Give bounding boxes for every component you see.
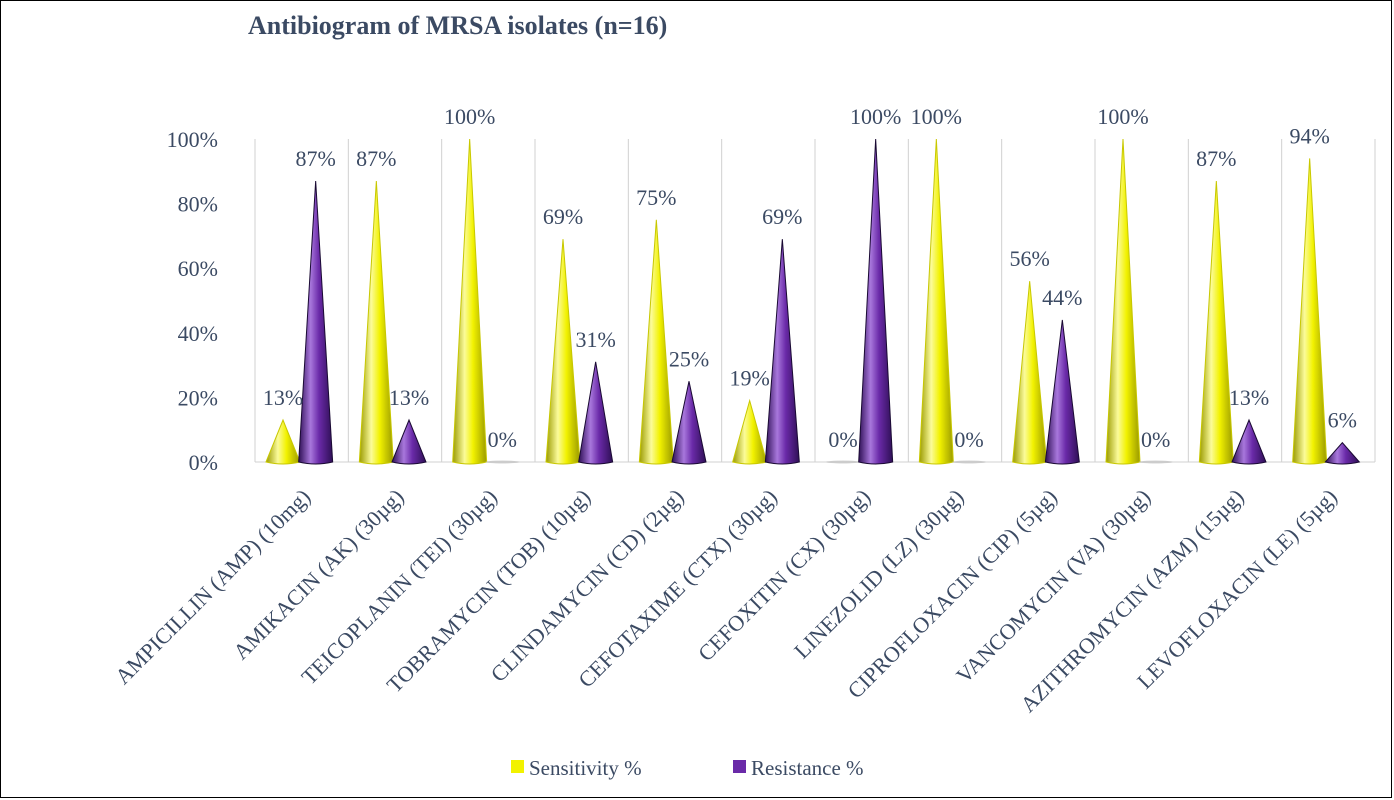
sensitivity-data-label: 87% [1196, 146, 1236, 171]
resistance-data-label: 0% [954, 427, 983, 452]
sensitivity-data-label: 19% [730, 366, 770, 391]
bars [265, 138, 1361, 465]
resistance-bar [578, 361, 614, 465]
legend-label-resistance: Resistance % [751, 756, 864, 780]
resistance-data-label: 13% [1229, 385, 1269, 410]
legend-swatch-resistance [733, 760, 746, 773]
sensitivity-data-label: 56% [1010, 246, 1050, 271]
resistance-data-label: 44% [1042, 285, 1082, 310]
legend-label-sensitivity: Sensitivity % [529, 756, 642, 780]
x-category-label: LEVOFLOXACIN (LE) (5µg) [1132, 484, 1342, 694]
resistance-bar [764, 239, 800, 465]
x-category-label: CLINDAMYCIN (CD) (2µg) [486, 484, 689, 687]
sensitivity-bar [265, 418, 301, 465]
sensitivity-bar [358, 180, 394, 465]
y-tick-label: 20% [178, 385, 218, 410]
x-category-label: AMPICILLIN (AMP) (10mg) [110, 484, 315, 689]
resistance-bar [391, 418, 427, 465]
x-category-label: AMIKACIN (AK) (30µg) [228, 484, 408, 664]
resistance-bar [858, 138, 894, 465]
resistance-data-label: 69% [762, 204, 802, 229]
resistance-bar [1324, 441, 1361, 465]
x-category-label: VANCOMYCIN (VA) (30µg) [951, 484, 1155, 688]
sensitivity-bar [1292, 158, 1328, 465]
sensitivity-data-label: 100% [444, 104, 495, 129]
y-tick-label: 60% [178, 256, 218, 281]
sensitivity-data-label: 0% [828, 427, 857, 452]
sensitivity-bar [918, 138, 954, 465]
x-category-label: CEFOTAXIME (CTX) (30µg) [573, 484, 782, 693]
resistance-data-label: 87% [296, 146, 336, 171]
sensitivity-bar [826, 460, 860, 464]
sensitivity-bar [732, 398, 768, 465]
y-tick-label: 80% [178, 192, 218, 217]
resistance-bar [1044, 319, 1080, 465]
x-category-label: TEICOPLANIN (TEI) (30µg) [296, 484, 502, 690]
resistance-bar [1231, 418, 1267, 465]
grid-lines [254, 139, 1376, 463]
sensitivity-data-label: 94% [1290, 123, 1330, 148]
sensitivity-bar [1198, 180, 1234, 465]
sensitivity-data-label: 13% [263, 385, 303, 410]
sensitivity-data-label: 69% [543, 204, 583, 229]
resistance-bar [952, 460, 986, 464]
sensitivity-data-label: 100% [911, 104, 962, 129]
sensitivity-bar [452, 138, 488, 465]
sensitivity-data-label: 100% [1097, 104, 1148, 129]
resistance-data-label: 6% [1328, 408, 1357, 433]
sensitivity-data-label: 75% [636, 185, 676, 210]
data-labels: 13% 87% 100% 69% 75% 19% 0% 100% 56% 100% 87% 94% 87… [263, 104, 1357, 452]
y-axis: 0% 20% 40% 60% 80% 100% [167, 127, 218, 475]
resistance-bar [485, 460, 520, 464]
chart-title: Antibiogram of MRSA isolates (n=16) [248, 11, 667, 40]
x-category-label: LINEZOLID (LZ) (30µg) [789, 484, 969, 664]
sensitivity-bar [638, 219, 674, 465]
sensitivity-data-label: 87% [356, 146, 396, 171]
resistance-data-label: 100% [850, 104, 901, 129]
sensitivity-bar [1105, 138, 1141, 465]
resistance-bar [671, 381, 707, 465]
x-category-label: CEFOXITIN (CX) (30µg) [693, 484, 875, 666]
resistance-bar [1138, 460, 1173, 464]
resistance-data-label: 13% [389, 385, 429, 410]
x-axis: AMPICILLIN (AMP) (10mg)AMIKACIN (AK) (30… [110, 484, 1342, 717]
resistance-bar [298, 180, 334, 465]
resistance-data-label: 25% [669, 346, 709, 371]
resistance-data-label: 0% [1141, 427, 1170, 452]
legend-swatch-sensitivity [511, 760, 524, 773]
y-tick-label: 100% [167, 127, 218, 152]
resistance-data-label: 31% [576, 327, 616, 352]
resistance-data-label: 0% [488, 427, 517, 452]
y-tick-label: 0% [189, 450, 218, 475]
y-tick-label: 40% [178, 321, 218, 346]
legend: Sensitivity % Resistance % [511, 756, 864, 780]
